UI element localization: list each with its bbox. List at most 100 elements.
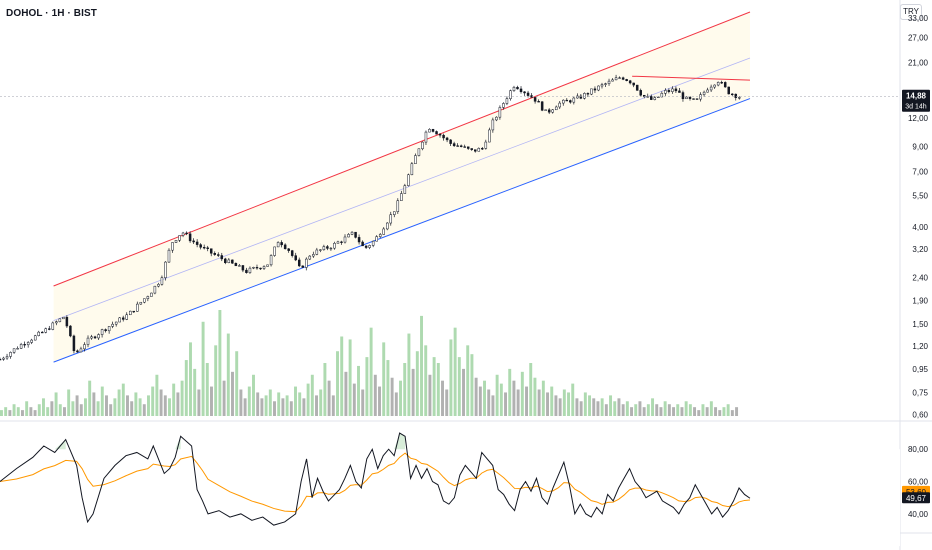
volume-bar — [617, 398, 621, 416]
candle-body — [273, 246, 276, 256]
candle-body — [375, 236, 378, 242]
volume-bar — [168, 398, 171, 416]
candle-body — [407, 174, 410, 186]
volume-bar — [625, 401, 629, 416]
candle-body — [456, 145, 459, 147]
volume-bar — [197, 389, 201, 416]
candle-body — [738, 97, 741, 99]
volume-bar — [88, 380, 92, 416]
candle-body — [702, 91, 706, 95]
candle-body — [72, 335, 76, 352]
candle-body — [488, 129, 491, 143]
chart-title: DOHOL · 1H · BIST — [6, 8, 97, 19]
volume-bar — [176, 392, 180, 416]
candle-body — [491, 119, 495, 131]
volume-bar — [394, 392, 398, 416]
candle-body — [238, 265, 241, 267]
price-tick-label: 1,90 — [912, 297, 928, 306]
candle-body — [248, 267, 252, 273]
candle-body — [431, 129, 435, 132]
candle-body — [593, 88, 597, 91]
candle-body — [667, 90, 671, 92]
volume-bar — [21, 410, 24, 416]
volume-bar — [323, 363, 327, 416]
volume-bar — [604, 404, 608, 416]
candle-body — [143, 298, 146, 303]
volume-bar — [701, 404, 705, 416]
volume-bar — [348, 339, 352, 416]
candle-body — [171, 242, 174, 251]
price-tick-label: 5,50 — [912, 191, 928, 200]
volume-bar — [403, 363, 407, 416]
volume-bar — [441, 380, 444, 416]
volume-bar — [499, 383, 503, 416]
volume-bar — [495, 374, 499, 416]
candle-body — [209, 248, 213, 254]
volume-bar — [222, 380, 226, 416]
candle-body — [333, 243, 336, 249]
candle-body — [132, 310, 136, 313]
candle-body — [642, 94, 646, 97]
rsi-band — [0, 449, 900, 547]
candle-body — [269, 255, 273, 266]
volume-bar — [105, 395, 108, 416]
candle-body — [727, 86, 730, 95]
volume-bar — [655, 404, 659, 416]
volume-bar — [180, 380, 184, 416]
candle-body — [664, 90, 667, 94]
candle-body — [153, 285, 157, 294]
candle-body — [347, 234, 350, 238]
candle-body — [329, 247, 333, 250]
overbought-fill — [175, 436, 181, 450]
candle-body — [474, 149, 477, 152]
candle-body — [716, 82, 720, 86]
volume-bar — [29, 407, 33, 416]
volume-bar — [659, 407, 663, 416]
volume-bar — [247, 386, 251, 416]
last-price-badge — [902, 89, 930, 112]
volume-bar — [16, 407, 20, 416]
volume-bar — [680, 407, 684, 416]
candle-body — [653, 97, 657, 100]
rsi-signal-line — [0, 452, 751, 513]
candle-body — [533, 97, 537, 102]
channel-lower-line — [53, 98, 751, 363]
candle-body — [600, 84, 604, 87]
candle-body — [319, 249, 322, 251]
candle-body — [19, 344, 23, 349]
overbought-fill — [399, 433, 406, 450]
candle-body — [723, 82, 727, 88]
volume-bar — [562, 389, 566, 416]
volume-bar — [630, 407, 634, 416]
rsi-tick-label: 40,00 — [908, 510, 929, 519]
candle-body — [435, 131, 438, 135]
candle-body — [255, 267, 259, 269]
volume-bar — [474, 377, 478, 416]
candle-body — [354, 231, 357, 238]
volume-bar — [205, 363, 209, 416]
candle-body — [495, 116, 498, 121]
candle-body — [734, 93, 738, 98]
volume-bar — [147, 395, 150, 416]
candle-body — [79, 348, 83, 353]
candle-body — [477, 148, 481, 152]
candle-body — [730, 93, 734, 96]
volume-bar — [302, 398, 306, 416]
rsi-line — [0, 432, 751, 526]
volume-bar — [638, 401, 642, 416]
candle-body — [76, 350, 79, 353]
volume-bar — [693, 407, 697, 416]
candle-body — [635, 84, 639, 91]
countdown-label: 3d 14h — [905, 104, 927, 111]
volume-bar — [726, 404, 730, 416]
candle-body — [252, 267, 255, 269]
rsi-tick-label: 80,00 — [908, 445, 929, 454]
volume-bar — [676, 404, 680, 416]
volume-bar — [386, 360, 390, 416]
volume-bar — [201, 321, 205, 416]
volume-bar — [71, 401, 75, 416]
volume-bar — [0, 410, 3, 416]
volume-bar — [92, 392, 96, 416]
candle-body — [114, 321, 118, 325]
